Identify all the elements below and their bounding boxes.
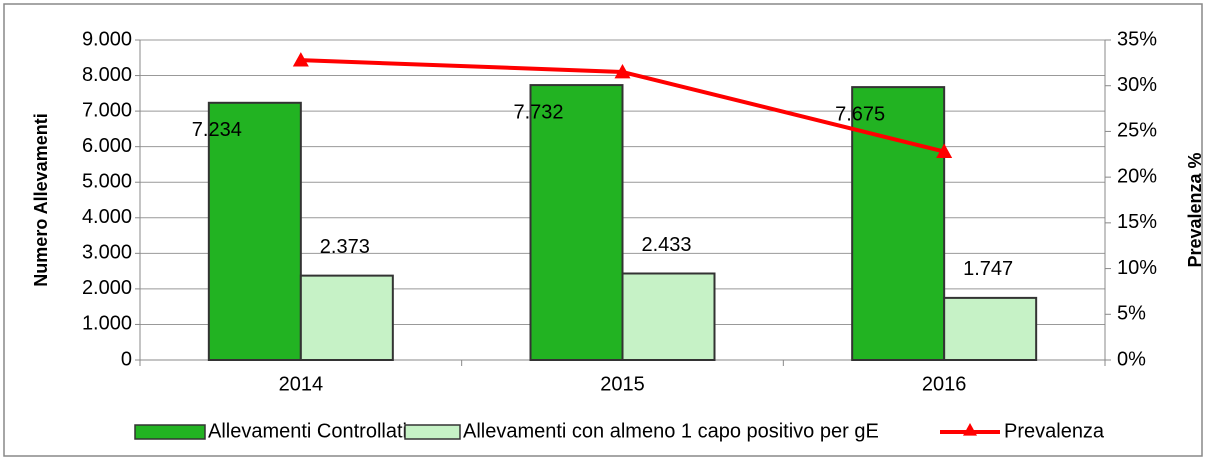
y-tick-label: 8.000	[82, 64, 132, 86]
y-tick-label: 2.000	[82, 277, 132, 299]
y2-tick-label: 30%	[1117, 74, 1157, 96]
y2-tick-label: 0%	[1117, 348, 1146, 370]
bar	[851, 86, 946, 361]
y-tick-label: 3.000	[82, 242, 132, 264]
x-tick-label: 2015	[600, 373, 645, 395]
y-tick-label: 9.000	[82, 28, 132, 50]
data-label: 2.373	[320, 236, 370, 258]
data-label: 7.234	[192, 119, 242, 141]
y-tick-label: 1.000	[82, 313, 132, 335]
data-label: 2.433	[641, 234, 691, 256]
legend-swatch	[134, 424, 206, 440]
data-label: 7.675	[835, 103, 885, 125]
bar	[621, 272, 716, 362]
y2-tick-label: 25%	[1117, 120, 1157, 142]
data-label: 1.747	[963, 258, 1013, 280]
y2-tick-label: 15%	[1117, 211, 1157, 233]
data-label: 7.732	[513, 101, 563, 123]
bar	[207, 101, 302, 362]
marker	[614, 64, 631, 79]
bar	[529, 84, 624, 361]
x-tick-label: 2016	[922, 373, 967, 395]
y-axis-title: Numero Allevamenti	[31, 113, 51, 286]
y-tick-label: 5.000	[82, 171, 132, 193]
marker	[936, 143, 953, 158]
y2-axis-title: Prevalenza %	[1185, 152, 1205, 267]
y-tick-label: 6.000	[82, 135, 132, 157]
y2-tick-label: 35%	[1117, 28, 1157, 50]
legend-label: Allevamenti con almeno 1 capo positivo p…	[463, 420, 879, 442]
y-tick-label: 7.000	[82, 99, 132, 121]
y2-tick-label: 20%	[1117, 165, 1157, 187]
y2-tick-label: 5%	[1117, 303, 1146, 325]
y2-tick-label: 10%	[1117, 257, 1157, 279]
x-tick-label: 2014	[279, 373, 324, 395]
legend-swatch	[963, 423, 977, 436]
bar	[943, 296, 1038, 361]
y-tick-label: 4.000	[82, 206, 132, 228]
legend-swatch	[404, 424, 461, 440]
marker	[292, 52, 309, 67]
legend-label: Prevalenza	[1004, 420, 1105, 442]
legend-label: Allevamenti Controllati	[208, 420, 407, 442]
bar	[299, 274, 394, 362]
y-tick-label: 0	[121, 348, 132, 370]
